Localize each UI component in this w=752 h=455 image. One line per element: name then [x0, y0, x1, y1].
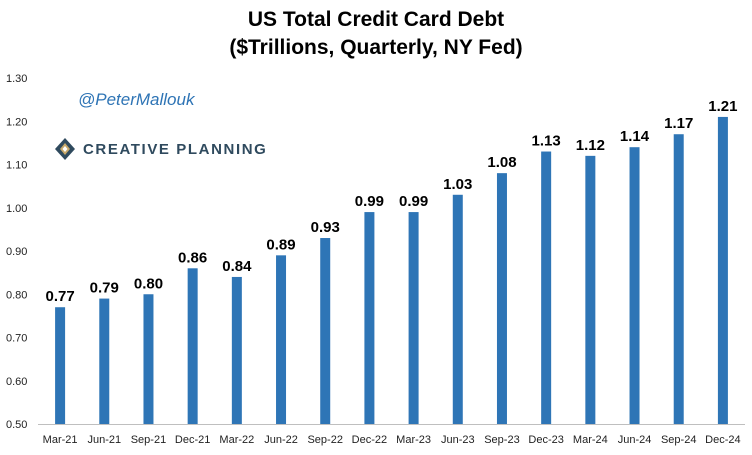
- bar: [187, 268, 198, 424]
- bar: [99, 298, 110, 424]
- x-tick-label: Dec-24: [705, 434, 740, 446]
- bar: [629, 147, 640, 424]
- twitter-handle: @PeterMallouk: [78, 90, 195, 109]
- x-tick-label: Dec-21: [175, 434, 210, 446]
- bar: [673, 134, 684, 424]
- data-label: 0.79: [90, 280, 119, 297]
- company-name: CREATIVE PLANNING: [83, 140, 268, 158]
- x-tick-label: Sep-24: [661, 434, 696, 446]
- data-label: 0.77: [45, 288, 74, 305]
- y-axis-ticks: 0.50 0.60 0.70 0.80 0.90 1.00 1.10 1.20 1.30: [6, 73, 27, 431]
- x-tick-label: Sep-21: [131, 434, 166, 446]
- y-tick-label: 0.70: [6, 333, 27, 345]
- bar: [585, 155, 596, 424]
- data-labels: 0.77 0.79 0.80 0.86 0.84 0.89 0.93 0.99 0.99 1.03…: [45, 98, 737, 305]
- y-tick-label: 0.50: [6, 419, 27, 431]
- bar: [143, 294, 154, 424]
- x-tick-label: Dec-23: [528, 434, 563, 446]
- y-tick-label: 0.80: [6, 289, 27, 301]
- data-label: 1.12: [576, 137, 605, 154]
- bar: [364, 212, 375, 424]
- x-axis-ticks: Mar-21 Jun-21 Sep-21 Dec-21 Mar-22 Jun-22 Sep-…: [43, 434, 741, 446]
- data-label: 0.80: [134, 275, 163, 292]
- bar: [541, 151, 552, 424]
- bar: [320, 238, 331, 424]
- x-tick-label: Mar-22: [219, 434, 254, 446]
- y-tick-label: 1.30: [6, 73, 27, 85]
- data-label: 0.89: [266, 236, 295, 253]
- data-label: 1.08: [487, 154, 516, 171]
- data-label: 1.21: [708, 98, 737, 115]
- data-label: 1.13: [532, 133, 561, 150]
- x-tick-label: Sep-22: [307, 434, 342, 446]
- y-tick-label: 0.60: [6, 376, 27, 388]
- x-tick-label: Mar-23: [396, 434, 431, 446]
- creative-planning-logo-icon: [55, 138, 75, 160]
- x-tick-label: Jun-22: [264, 434, 298, 446]
- bar: [276, 255, 287, 424]
- bar: [231, 276, 242, 424]
- company-logo: CREATIVE PLANNING: [55, 136, 267, 162]
- bar: [55, 307, 66, 424]
- bar: [452, 194, 463, 424]
- bar: [496, 173, 507, 424]
- x-tick-label: Mar-24: [573, 434, 608, 446]
- data-label: 0.93: [311, 219, 340, 236]
- bar: [408, 212, 419, 424]
- x-tick-label: Sep-23: [484, 434, 519, 446]
- data-label: 0.84: [222, 258, 252, 275]
- x-tick-label: Dec-22: [352, 434, 387, 446]
- data-label: 0.99: [355, 193, 384, 210]
- y-tick-label: 1.20: [6, 116, 27, 128]
- bar: [717, 116, 728, 425]
- data-label: 0.86: [178, 249, 207, 266]
- x-tick-label: Jun-23: [441, 434, 475, 446]
- data-label: 1.17: [664, 115, 693, 132]
- bars: [55, 116, 728, 425]
- chart-subtitle: ($Trillions, Quarterly, NY Fed): [229, 36, 523, 59]
- x-tick-label: Jun-21: [87, 434, 121, 446]
- y-tick-label: 0.90: [6, 246, 27, 258]
- y-tick-label: 1.10: [6, 160, 27, 172]
- data-label: 1.14: [620, 128, 650, 145]
- y-tick-label: 1.00: [6, 203, 27, 215]
- x-tick-label: Mar-21: [43, 434, 78, 446]
- data-label: 1.03: [443, 176, 472, 193]
- x-tick-label: Jun-24: [618, 434, 652, 446]
- data-label: 0.99: [399, 193, 428, 210]
- chart-title: US Total Credit Card Debt: [247, 8, 505, 31]
